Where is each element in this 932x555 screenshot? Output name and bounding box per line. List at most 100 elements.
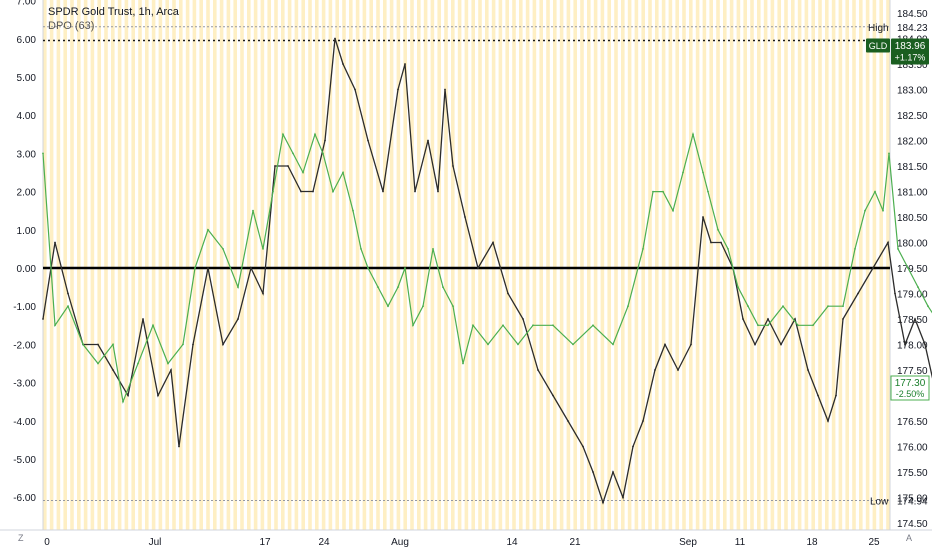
- session-stripe-61: [457, 0, 462, 530]
- session-stripe-41: [321, 0, 326, 530]
- session-stripe-21: [185, 0, 190, 530]
- session-stripe-9: [104, 0, 108, 530]
- dpo-point-73: [907, 267, 909, 269]
- session-stripe-119: [852, 0, 856, 530]
- right-tick-label-6: 181.50: [897, 162, 928, 173]
- session-stripe-42: [328, 0, 333, 530]
- session-stripe-111: [797, 0, 802, 530]
- price-point-72: [914, 318, 916, 320]
- dpo-point-52: [682, 171, 684, 174]
- price-point-26: [382, 190, 384, 193]
- session-stripe-57: [430, 0, 435, 530]
- dpo-point-7: [137, 362, 139, 365]
- price-point-0: [42, 318, 44, 320]
- price-point-10: [178, 445, 180, 448]
- low-badge-label: Low: [870, 497, 889, 508]
- session-stripe-96: [695, 0, 700, 530]
- left-tick-label-9: -2.00: [13, 340, 36, 351]
- dpo-point-71: [888, 152, 890, 155]
- price-point-5: [112, 369, 114, 371]
- dpo-point-62: [782, 305, 784, 308]
- dpo-point-2: [67, 305, 69, 308]
- price-point-12: [207, 267, 209, 269]
- session-stripe-69: [512, 0, 516, 530]
- session-stripe-0: [43, 0, 47, 530]
- session-stripe-120: [859, 0, 863, 530]
- price-point-31: [437, 190, 439, 193]
- dpo-point-59: [747, 305, 749, 308]
- dpo-point-31: [404, 267, 406, 269]
- price-point-65: [835, 394, 837, 397]
- session-stripe-51: [389, 0, 394, 530]
- gld-price-badge: [891, 38, 929, 65]
- session-stripe-84: [614, 0, 618, 530]
- session-stripe-6: [83, 0, 88, 530]
- dpo-point-42: [532, 324, 534, 327]
- session-stripe-59: [444, 0, 448, 530]
- gld-symbol-tag: [866, 38, 890, 53]
- price-point-28: [404, 63, 406, 65]
- dpo-point-33: [422, 305, 424, 308]
- price-point-6: [127, 394, 129, 397]
- dpo-point-67: [854, 248, 856, 250]
- price-point-35: [477, 267, 479, 269]
- price-point-38: [522, 318, 524, 320]
- session-stripe-109: [784, 0, 788, 530]
- dpo-point-12: [207, 228, 209, 231]
- dpo-point-45: [592, 324, 594, 327]
- dpo-point-14: [237, 286, 239, 288]
- price-point-66: [842, 318, 844, 320]
- dpo-point-32: [412, 324, 414, 327]
- dpo-point-49: [652, 190, 654, 193]
- dpo-point-39: [487, 343, 489, 346]
- x-tick-label-10: 25: [868, 537, 880, 548]
- session-stripe-79: [580, 0, 584, 530]
- x-tick-label-7: Sep: [679, 537, 697, 548]
- price-point-68: [872, 267, 874, 269]
- dpo-point-41: [517, 343, 519, 346]
- dpo-point-51: [672, 209, 674, 212]
- left-tick-label-13: -6.00: [13, 493, 36, 504]
- session-stripe-38: [301, 0, 305, 530]
- left-tick-label-4: 3.00: [17, 149, 37, 160]
- price-point-70: [894, 292, 896, 295]
- session-stripe-8: [97, 0, 101, 530]
- right-tick-label-8: 180.50: [897, 213, 928, 224]
- dpo-point-24: [342, 171, 344, 174]
- dpo-point-65: [827, 305, 829, 308]
- dpo-point-61: [767, 324, 769, 327]
- left-tick-label-11: -4.00: [13, 417, 36, 428]
- left-tick-label-8: -1.00: [13, 302, 36, 313]
- right-corner-button[interactable]: A: [906, 533, 913, 543]
- dpo-point-46: [612, 343, 614, 346]
- price-point-9: [170, 369, 172, 371]
- session-stripe-48: [369, 0, 373, 530]
- session-stripe-67: [498, 0, 503, 530]
- chart-legend: SPDR Gold Trust, 1h, Arca DPO (63): [48, 5, 179, 33]
- session-stripe-39: [308, 0, 312, 530]
- dpo-point-58: [737, 286, 739, 288]
- session-stripe-24: [206, 0, 210, 530]
- session-stripe-116: [831, 0, 836, 530]
- session-stripe-10: [111, 0, 115, 530]
- session-stripe-86: [627, 0, 632, 530]
- price-point-16: [262, 292, 264, 295]
- price-point-27: [397, 88, 399, 91]
- session-stripe-102: [736, 0, 741, 530]
- dpo-point-5: [112, 343, 114, 346]
- price-point-51: [677, 369, 679, 371]
- session-stripe-99: [716, 0, 720, 530]
- price-point-11: [192, 343, 194, 346]
- session-stripe-68: [505, 0, 509, 530]
- price-point-67: [857, 292, 859, 295]
- x-tick-label-2: 17: [259, 537, 271, 548]
- session-stripe-75: [553, 0, 557, 530]
- dpo-point-23: [332, 190, 334, 193]
- left-corner-button[interactable]: Z: [18, 533, 24, 543]
- dpo-change-value: -2.50%: [896, 389, 925, 399]
- left-tick-label-7: 0.00: [17, 264, 37, 275]
- x-tick-label-0: 0: [44, 537, 50, 548]
- session-stripe-124: [886, 0, 890, 530]
